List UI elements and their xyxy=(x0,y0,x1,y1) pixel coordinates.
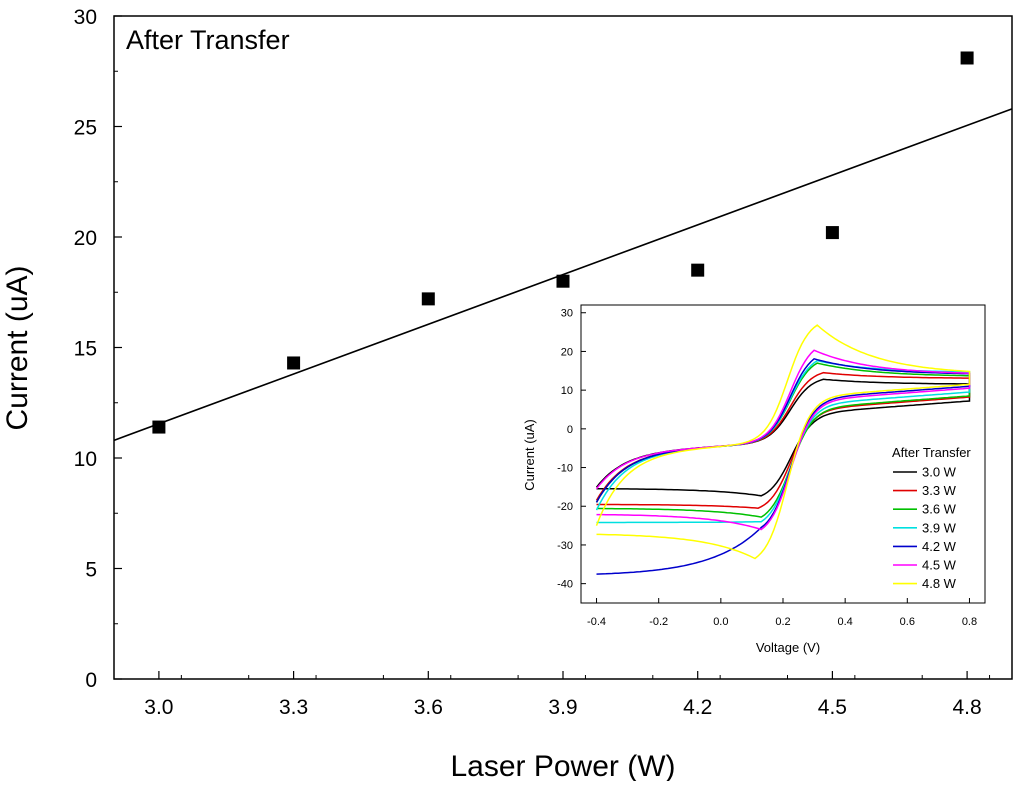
x-tick-label: 4.8 xyxy=(952,696,981,719)
inset-x-tick-label: 0.8 xyxy=(962,616,977,628)
fit-line xyxy=(113,108,1013,442)
x-tick-label: 3.0 xyxy=(144,696,173,719)
inset-background xyxy=(520,298,1010,660)
data-point xyxy=(287,356,301,370)
y-tick-label: 10 xyxy=(74,448,97,471)
data-point xyxy=(421,292,435,306)
inset-x-axis-label: Voltage (V) xyxy=(756,640,820,655)
inset-y-tick-label: 30 xyxy=(561,308,573,320)
inset-y-axis-label: Current (uA) xyxy=(522,419,537,491)
inset-curve-layer xyxy=(595,324,971,575)
inset-legend: After Transfer 3.0 W 3.3 W 3.6 W 3.9 W 4.2 W… xyxy=(892,445,971,591)
x-tick-label: 4.5 xyxy=(818,696,847,719)
y-tick-label: 15 xyxy=(74,338,97,361)
main-chart: 3.0 3.3 3.6 3.9 4.2 4.5 4.8 0 5 10 15 20 25 30 After … xyxy=(1,6,1013,783)
inset-y-tick-label: -10 xyxy=(557,463,573,475)
inset-y-tick-label: -40 xyxy=(557,579,573,591)
main-axis-ticks: 3.0 3.3 3.6 3.9 4.2 4.5 4.8 0 5 10 15 20 25 30 xyxy=(74,6,991,719)
data-point xyxy=(556,274,570,288)
legend-label: 3.6 W xyxy=(922,502,957,517)
inset-x-tick-label: 0.4 xyxy=(838,616,853,628)
inset-x-tick-label: 0.0 xyxy=(713,616,728,628)
inset-y-tick-label: 0 xyxy=(567,424,573,436)
inset-y-tick-label: 10 xyxy=(561,385,573,397)
legend-label: 4.5 W xyxy=(922,558,957,573)
cv-curve xyxy=(595,324,971,560)
inset-y-tick-label: -30 xyxy=(557,540,573,552)
x-tick-label: 3.6 xyxy=(414,696,443,719)
chart-annotation: After Transfer xyxy=(126,25,290,55)
y-tick-label: 20 xyxy=(74,227,97,250)
inset-x-tick-label: 0.2 xyxy=(775,616,790,628)
data-point xyxy=(825,226,839,240)
y-tick-label: 25 xyxy=(74,117,97,140)
data-point xyxy=(960,51,974,65)
inset-y-tick-label: 20 xyxy=(561,346,573,358)
y-tick-label: 30 xyxy=(74,6,97,29)
inset-legend-title: After Transfer xyxy=(892,445,971,460)
x-tick-label: 3.3 xyxy=(279,696,308,719)
legend-label: 3.3 W xyxy=(922,483,957,498)
x-tick-label: 4.2 xyxy=(683,696,712,719)
inset-axis-ticks: -0.4 -0.2 0.0 0.2 0.4 0.6 0.8 -40 -30 -20 -10 0 10 20… xyxy=(557,308,977,628)
x-tick-label: 3.9 xyxy=(548,696,577,719)
inset-chart: -0.4 -0.2 0.0 0.2 0.4 0.6 0.8 -40 -30 -20 -10 0 10 20… xyxy=(520,298,1010,660)
data-point xyxy=(691,263,705,277)
y-tick-label: 5 xyxy=(85,559,97,582)
data-point-layer xyxy=(152,51,974,434)
legend-label: 4.8 W xyxy=(922,576,957,591)
legend-label: 4.2 W xyxy=(922,539,957,554)
fit-line-layer xyxy=(113,108,1013,442)
legend-label: 3.9 W xyxy=(922,520,957,535)
x-axis-label: Laser Power (W) xyxy=(450,750,675,781)
inset-x-tick-label: -0.2 xyxy=(649,616,668,628)
data-point xyxy=(152,420,166,434)
y-tick-label: 0 xyxy=(85,669,97,692)
inset-x-tick-label: -0.4 xyxy=(587,616,606,628)
y-axis-label: Current (uA) xyxy=(1,265,34,430)
inset-x-tick-label: 0.6 xyxy=(900,616,915,628)
legend-label: 3.0 W xyxy=(922,465,957,480)
inset-y-tick-label: -20 xyxy=(557,501,573,513)
